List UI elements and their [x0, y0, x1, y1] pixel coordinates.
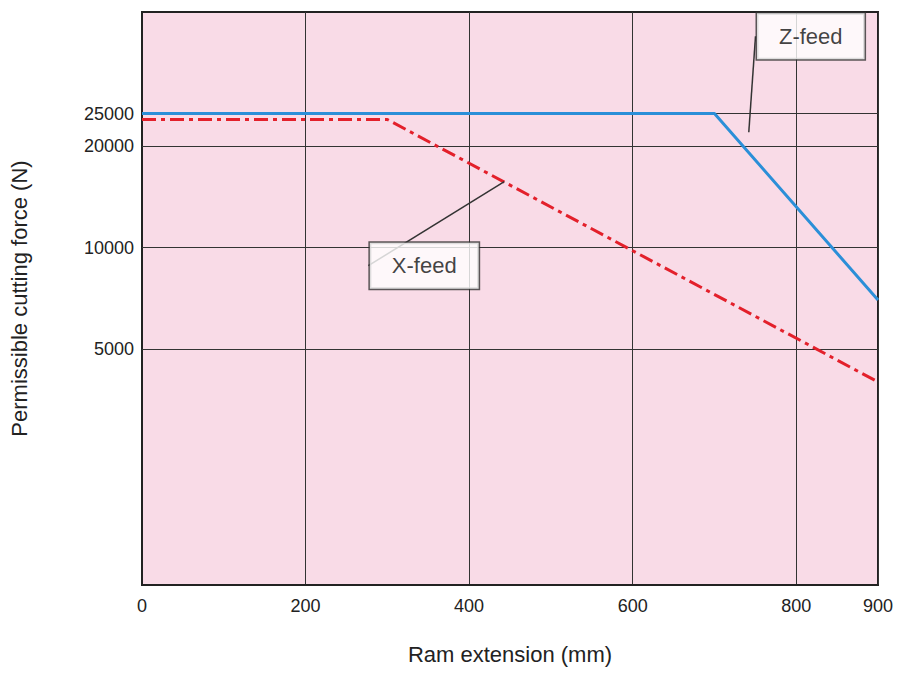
svg-text:900: 900 [863, 596, 893, 616]
svg-text:Z-feed: Z-feed [779, 24, 843, 49]
svg-text:800: 800 [781, 596, 811, 616]
svg-text:400: 400 [454, 596, 484, 616]
svg-text:10000: 10000 [84, 238, 134, 258]
svg-text:5000: 5000 [94, 339, 134, 359]
svg-text:Permissible cutting force (N): Permissible cutting force (N) [7, 160, 32, 436]
svg-text:25000: 25000 [84, 104, 134, 124]
svg-text:200: 200 [291, 596, 321, 616]
svg-text:0: 0 [137, 596, 147, 616]
svg-text:Ram extension (mm): Ram extension (mm) [408, 642, 612, 667]
svg-text:20000: 20000 [84, 136, 134, 156]
svg-text:X-feed: X-feed [392, 253, 457, 278]
svg-text:600: 600 [618, 596, 648, 616]
